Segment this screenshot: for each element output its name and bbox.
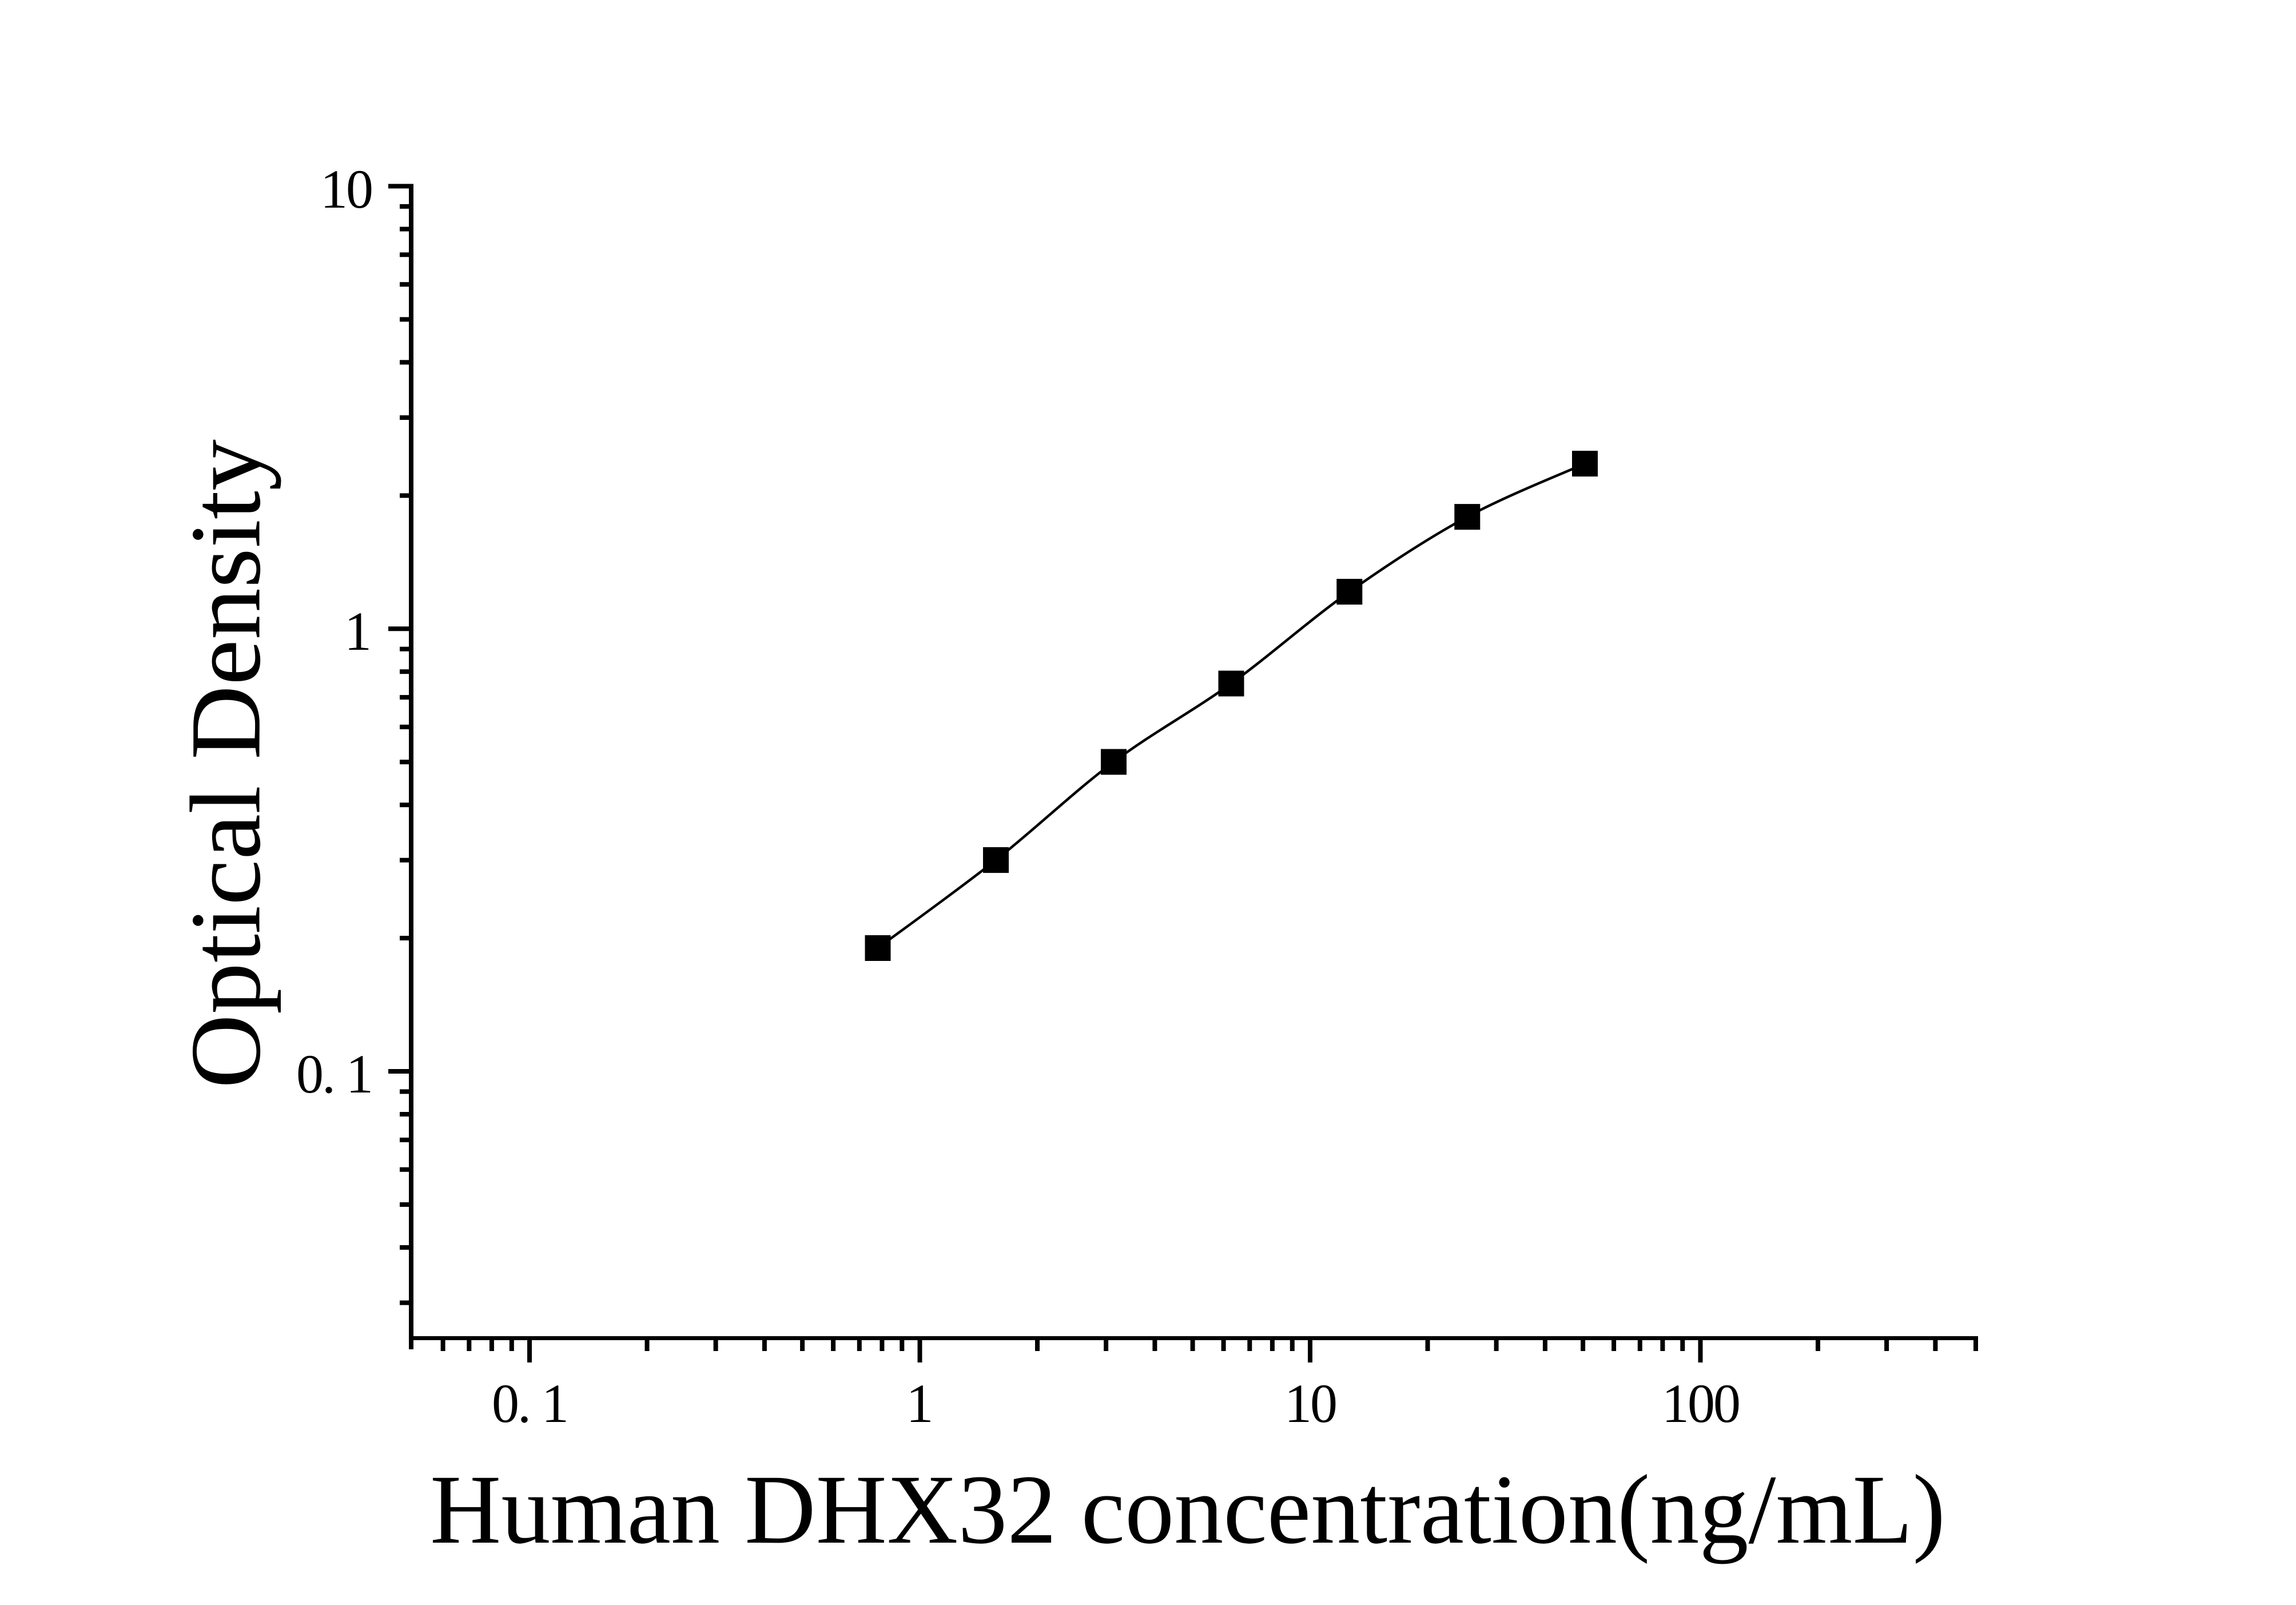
svg-text:Human DHX32 concentration(ng/m: Human DHX32 concentration(ng/mL) [430,1455,1945,1564]
svg-text:0. 1: 0. 1 [296,1043,372,1105]
svg-text:1: 1 [906,1373,934,1434]
svg-text:0. 1: 0. 1 [492,1373,567,1434]
svg-text:10: 10 [320,158,372,220]
svg-text:10: 10 [1284,1373,1336,1434]
svg-text:100: 100 [1662,1373,1739,1434]
svg-text:Optical Density: Optical Density [170,439,282,1088]
svg-text:1: 1 [344,601,372,662]
